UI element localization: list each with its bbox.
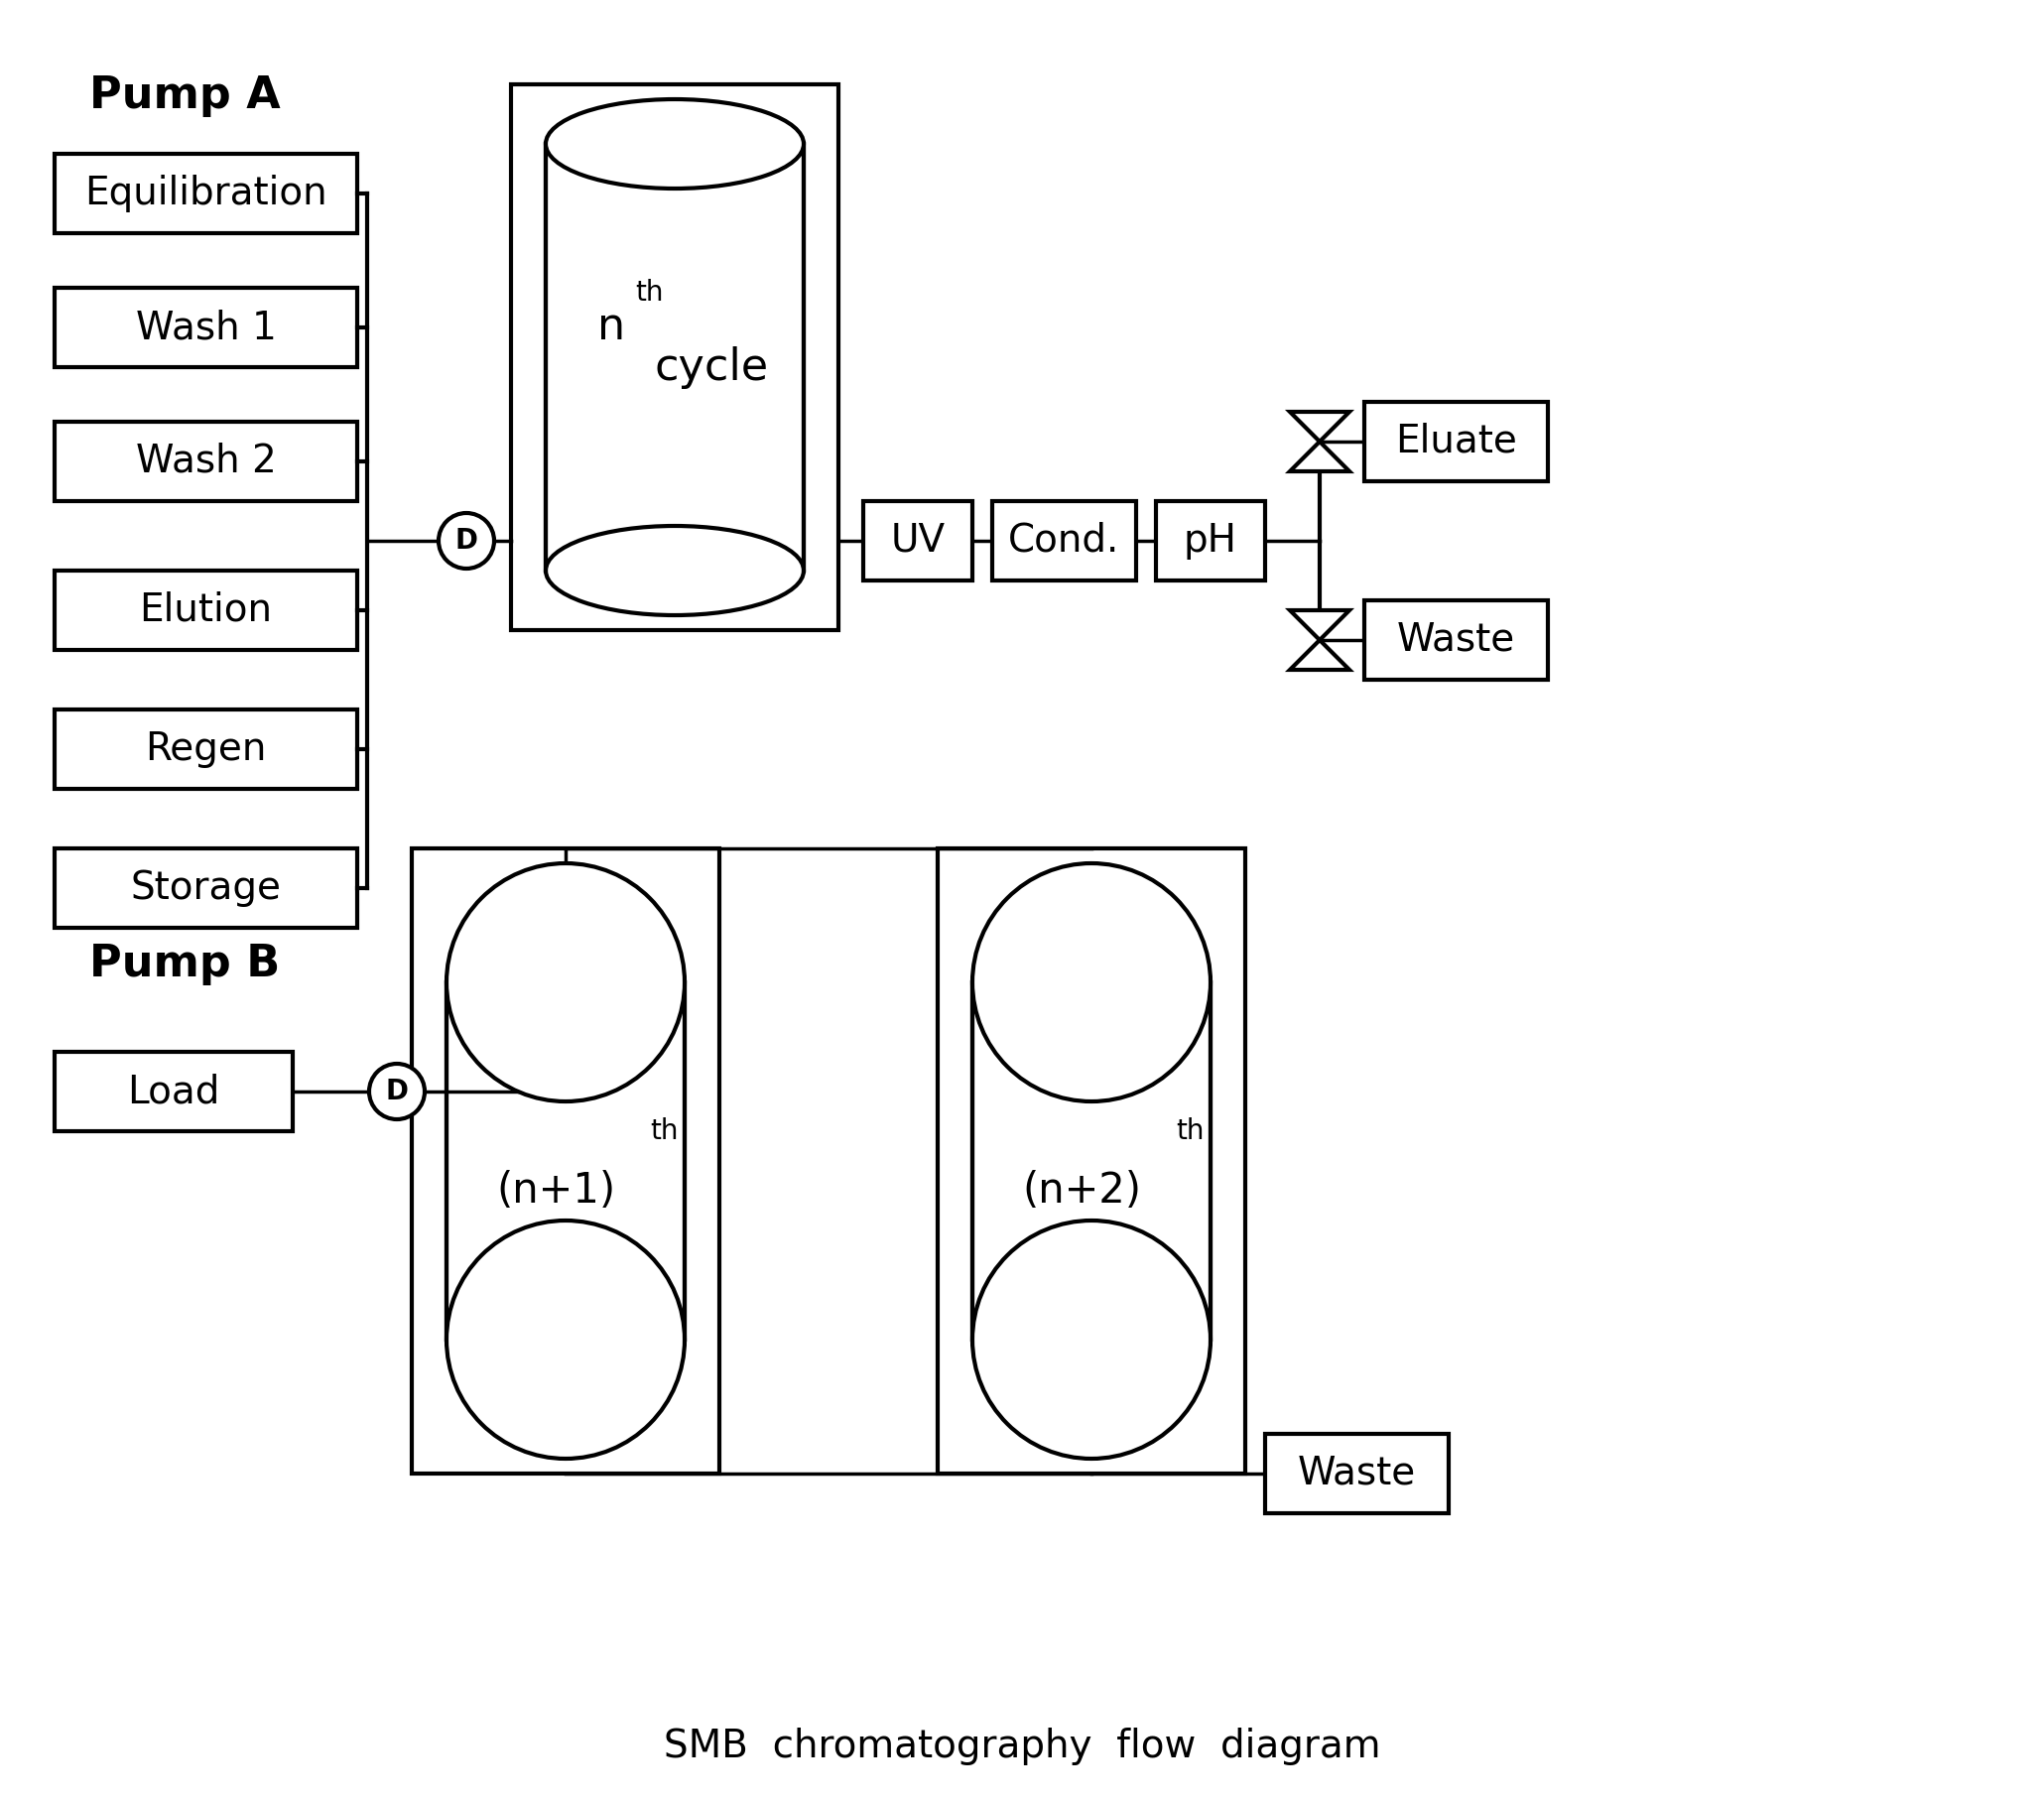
Bar (55, 571, 358, 651)
Polygon shape (1290, 441, 1349, 472)
Text: cycle: cycle (654, 346, 769, 389)
Text: Wash 1: Wash 1 (135, 308, 276, 346)
Bar (55, 288, 358, 368)
Text: Regen: Regen (145, 730, 266, 768)
Text: th: th (650, 1117, 679, 1144)
Circle shape (439, 514, 495, 569)
Ellipse shape (446, 863, 685, 1101)
Ellipse shape (973, 1220, 1210, 1458)
Bar (1157, 501, 1265, 580)
Text: Equilibration: Equilibration (84, 175, 327, 213)
Bar (863, 501, 973, 580)
Polygon shape (1290, 413, 1349, 441)
Circle shape (370, 1063, 425, 1119)
Bar (511, 85, 838, 631)
Text: n: n (597, 306, 625, 350)
Text: D: D (456, 526, 478, 555)
Bar (411, 849, 719, 1474)
Text: Elution: Elution (139, 591, 272, 629)
Polygon shape (1290, 640, 1349, 670)
Text: UV: UV (891, 523, 944, 560)
Text: Pump A: Pump A (90, 74, 280, 117)
Bar (55, 153, 358, 232)
Ellipse shape (446, 1220, 685, 1458)
Text: (n+2): (n+2) (1022, 1169, 1141, 1211)
Text: pH: pH (1183, 523, 1237, 560)
Text: Cond.: Cond. (1008, 523, 1120, 560)
Text: Pump B: Pump B (90, 942, 280, 986)
Bar (938, 849, 1245, 1474)
Ellipse shape (973, 863, 1210, 1101)
Bar (55, 1052, 292, 1132)
Text: (n+1): (n+1) (497, 1169, 615, 1211)
Polygon shape (1290, 611, 1349, 640)
Text: Load: Load (127, 1072, 221, 1110)
Text: Storage: Storage (131, 869, 282, 906)
Text: th: th (636, 279, 664, 306)
Bar (55, 710, 358, 789)
Text: D: D (386, 1078, 409, 1105)
Text: Waste: Waste (1298, 1454, 1416, 1492)
Bar (1363, 402, 1547, 481)
Text: Eluate: Eluate (1396, 423, 1517, 461)
Text: Wash 2: Wash 2 (135, 443, 276, 481)
Text: th: th (1175, 1117, 1204, 1144)
Ellipse shape (546, 99, 803, 189)
Bar (991, 501, 1136, 580)
Text: Waste: Waste (1396, 622, 1515, 660)
Bar (55, 422, 358, 501)
Ellipse shape (546, 526, 803, 614)
Bar (1363, 600, 1547, 679)
Bar (1265, 1434, 1449, 1514)
Text: SMB  chromatography  flow  diagram: SMB chromatography flow diagram (664, 1728, 1380, 1766)
Bar (55, 849, 358, 928)
